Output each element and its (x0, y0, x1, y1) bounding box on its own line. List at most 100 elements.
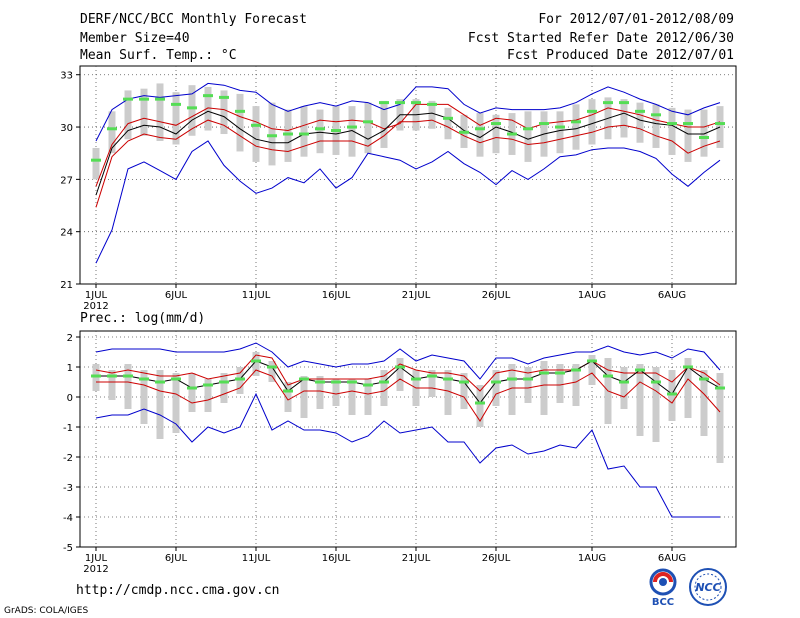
temp-ensemble-marker (667, 122, 677, 126)
temp-spread-box (636, 102, 644, 143)
temp-spread-box (588, 99, 596, 145)
prec-ensemble-marker (443, 377, 453, 381)
temp-spread-box (172, 92, 180, 145)
prec-xtick-label: 11JUL (242, 553, 271, 564)
temp-ytick-label: 24 (60, 228, 73, 239)
temp-xtick-label: 1AUG (578, 290, 606, 301)
temp-ensemble-marker (363, 120, 373, 124)
prec-spread-box (716, 373, 724, 463)
temp-ensemble-marker (107, 127, 117, 131)
prec-ensemble-marker (155, 380, 165, 384)
prec-ensemble-marker (411, 377, 421, 381)
temp-ensemble-marker (171, 102, 181, 106)
prec-spread-box (332, 379, 340, 406)
temp-ytick-label: 30 (60, 123, 73, 134)
prec-xtick-label: 21JUL (402, 553, 431, 564)
temp-xtick-label: 6AUG (658, 290, 686, 301)
temp-ensemble-marker (651, 113, 661, 117)
prec-xtick-label: 26JUL (482, 553, 511, 564)
prec-spread-box (524, 367, 532, 403)
temp-ensemble-marker (267, 134, 277, 138)
temp-ensemble-marker (635, 109, 645, 113)
temp-spread-box (620, 99, 628, 138)
prec-spread-box (316, 376, 324, 409)
temp-spread-box (348, 106, 356, 157)
prec-spread-box (620, 367, 628, 409)
grads-credit: GrADS: COLA/IGES (4, 606, 89, 616)
prec-spread-box (172, 373, 180, 433)
prec-spread-box (652, 367, 660, 442)
prec-ensemble-marker (395, 365, 405, 369)
ncc-logo-text: NCC (695, 581, 720, 594)
prec-ensemble-marker (283, 389, 293, 393)
chart-title: DERF/NCC/BCC Monthly Forecast (80, 12, 307, 27)
prec-line-min (95, 392, 720, 518)
temp-spread-box (252, 106, 260, 162)
temp-ensemble-marker (603, 101, 613, 105)
temp-line-upper (95, 103, 721, 187)
prec-spread-box (204, 379, 212, 412)
prec-ensemble-marker (331, 380, 341, 384)
prec-xtick-label: 1JUL (85, 553, 108, 564)
temp-ensemble-marker (123, 97, 133, 101)
prec-ensemble-marker (475, 401, 485, 405)
temp-plot-frame (79, 65, 737, 285)
temp-ensemble-marker (139, 97, 149, 101)
temp-ensemble-marker (283, 132, 293, 136)
temp-ensemble-marker (187, 106, 197, 110)
temp-spread-box (124, 90, 132, 140)
prec-ensemble-marker (603, 374, 613, 378)
temp-ensemble-marker (539, 122, 549, 126)
prec-spread-box (188, 373, 196, 412)
prec-spread-box (396, 358, 404, 391)
prec-ensemble-marker (267, 365, 277, 369)
prec-xtick-label: 16JUL (322, 553, 351, 564)
temp-ensemble-marker (555, 125, 565, 129)
variable-label-prec: Prec.: log(mm/d) (80, 311, 205, 326)
temp-ensemble-marker (315, 127, 325, 131)
prec-spread-box (492, 370, 500, 406)
bcc-logo: BCC (641, 567, 685, 607)
temp-ensemble-marker (427, 102, 437, 106)
prec-spread-box (428, 370, 436, 397)
temp-spread-box (380, 100, 388, 148)
prec-ensemble-marker (379, 380, 389, 384)
temp-ensemble-marker (91, 158, 101, 162)
prec-spread-box (156, 370, 164, 439)
temp-spread-box (140, 88, 148, 136)
prec-xtick-label: 6JUL (165, 553, 188, 564)
temp-ensemble-marker (507, 132, 517, 136)
prec-spread-box (380, 370, 388, 406)
prec-ensemble-marker (203, 383, 213, 387)
prec-spread-box (588, 355, 596, 385)
prec-ensemble-marker (459, 380, 469, 384)
prec-ensemble-marker (523, 377, 533, 381)
temp-ensemble-marker (235, 109, 245, 113)
temp-line-lower (95, 119, 721, 208)
prec-ensemble-marker (347, 380, 357, 384)
temp-line-max (95, 82, 721, 142)
temp-spread-box (204, 86, 212, 131)
temp-ensemble-marker (699, 136, 709, 140)
temp-year-label: 2012 (83, 301, 108, 312)
prec-ensemble-marker (315, 380, 325, 384)
prec-ensemble-marker (667, 392, 677, 396)
source-url[interactable]: http://cmdp.ncc.cma.gov.cn (76, 583, 280, 598)
prec-ensemble-marker (251, 359, 261, 363)
prec-spread-box (124, 364, 132, 409)
prec-ensemble-marker (171, 377, 181, 381)
prec-ensemble-marker (651, 380, 661, 384)
temp-line-mean (95, 110, 721, 196)
prec-xtick-label: 6AUG (658, 553, 686, 564)
temp-spread-box (668, 107, 676, 155)
prec-spread-box (300, 376, 308, 418)
prec-ensemble-marker (571, 368, 581, 372)
prec-line-lower (96, 369, 721, 422)
prec-ensemble-marker (683, 365, 693, 369)
prec-ensemble-marker (555, 371, 565, 375)
prec-ensemble-marker (507, 377, 517, 381)
temp-ensemble-marker (523, 127, 533, 131)
prec-ensemble-marker (107, 374, 117, 378)
temp-spread-box (188, 85, 196, 136)
